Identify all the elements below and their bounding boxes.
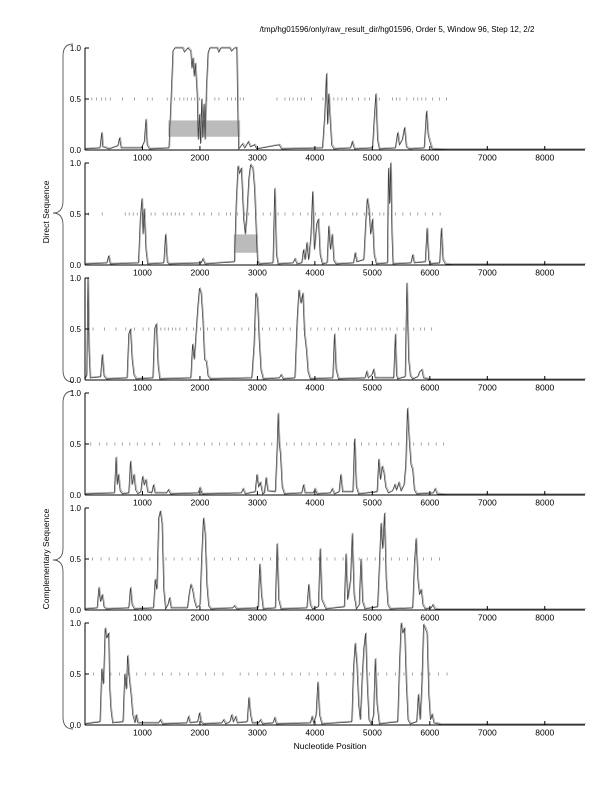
- x-tick-label: 4000: [305, 153, 324, 163]
- x-tick-label: 2000: [190, 383, 209, 393]
- x-tick-label: 1000: [133, 728, 152, 738]
- chart-title: /tmp/hg01596/only/raw_result_dir/hg01596…: [259, 25, 535, 34]
- x-tick-label: 8000: [535, 613, 554, 623]
- y-tick-label: 0.5: [70, 670, 82, 679]
- x-tick-label: 3000: [248, 383, 267, 393]
- x-tick-label: 4000: [305, 498, 324, 508]
- x-tick-label: 6000: [420, 268, 439, 278]
- brace-complementary: [52, 390, 74, 730]
- highlight-region-direct-2: [233, 234, 258, 253]
- y-tick-label: 0.0: [70, 721, 82, 730]
- signal-trace-shadow-complementary-2: [85, 510, 586, 610]
- x-tick-label: 4000: [305, 383, 324, 393]
- x-tick-label: 5000: [363, 268, 382, 278]
- x-tick-label: 8000: [535, 268, 554, 278]
- y-tick-label: 1.0: [70, 44, 82, 53]
- x-tick-label: 2000: [190, 613, 209, 623]
- y-tick-label: 0.5: [70, 95, 82, 104]
- x-tick-label: 7000: [478, 268, 497, 278]
- x-tick-label: 3000: [248, 153, 267, 163]
- y-tick-label: 1.0: [70, 504, 82, 513]
- x-tick-label: 3000: [248, 268, 267, 278]
- y-tick-label: 0.5: [70, 555, 82, 564]
- y-tick-label: 0.0: [70, 146, 82, 155]
- x-tick-label: 3000: [248, 613, 267, 623]
- signal-trace-direct-1: [84, 47, 585, 151]
- x-tick-label: 1000: [133, 498, 152, 508]
- x-tick-label: 1000: [133, 153, 152, 163]
- y-tick-label: 0.5: [70, 325, 82, 334]
- y-tick-label: 0.0: [70, 606, 82, 615]
- x-tick-label: 6000: [420, 613, 439, 623]
- y-tick-label: 0.0: [70, 376, 82, 385]
- y-tick-label: 0.5: [70, 210, 82, 219]
- x-tick-label: 2000: [190, 268, 209, 278]
- x-tick-label: 1000: [133, 383, 152, 393]
- x-tick-label: 7000: [478, 728, 497, 738]
- x-tick-label: 1000: [133, 268, 152, 278]
- x-tick-label: 4000: [305, 728, 324, 738]
- y-group-label-complementary: Complementary Sequence: [41, 508, 51, 610]
- signal-trace-shadow-complementary-1: [85, 407, 586, 494]
- y-tick-label: 0.5: [70, 440, 82, 449]
- signal-trace-direct-3: [84, 277, 585, 380]
- x-tick-label: 4000: [305, 268, 324, 278]
- group-panels: 0.0 0.5 1.0 1000 2000 3000 4000 5000 6000 7000 800…: [70, 44, 586, 738]
- x-tick-label: 6000: [420, 728, 439, 738]
- x-tick-label: 6000: [420, 383, 439, 393]
- x-tick-label: 4000: [305, 613, 324, 623]
- x-tick-label: 8000: [535, 383, 554, 393]
- x-tick-label: 7000: [478, 613, 497, 623]
- x-tick-label: 8000: [535, 498, 554, 508]
- signal-trace-complementary-2: [84, 511, 585, 611]
- y-tick-label: 0.0: [70, 261, 82, 270]
- signal-trace-shadow-direct-3: [85, 277, 586, 379]
- y-tick-label: 1.0: [70, 389, 82, 398]
- x-tick-label: 7000: [478, 383, 497, 393]
- y-group-label-direct: Direct Sequence: [41, 180, 51, 244]
- x-tick-label: 8000: [535, 153, 554, 163]
- signal-trace-shadow-direct-1: [85, 46, 586, 150]
- x-tick-label: 5000: [363, 153, 382, 163]
- x-axis-label: Nucleotide Position: [293, 741, 367, 751]
- signal-trace-direct-2: [84, 162, 585, 265]
- signal-trace-shadow-complementary-3: [85, 622, 586, 725]
- x-tick-label: 2000: [190, 728, 209, 738]
- x-tick-label: 5000: [363, 613, 382, 623]
- x-tick-label: 1000: [133, 613, 152, 623]
- y-tick-label: 0.0: [70, 491, 82, 500]
- x-tick-label: 7000: [478, 153, 497, 163]
- x-tick-label: 2000: [190, 498, 209, 508]
- x-tick-label: 5000: [363, 728, 382, 738]
- x-tick-label: 6000: [420, 498, 439, 508]
- x-tick-label: 8000: [535, 728, 554, 738]
- group-braces: [52, 43, 74, 730]
- signal-trace-complementary-3: [84, 622, 585, 726]
- x-tick-label: 5000: [363, 383, 382, 393]
- x-tick-label: 6000: [420, 153, 439, 163]
- y-tick-label: 1.0: [70, 619, 82, 628]
- signal-trace-shadow-direct-2: [85, 162, 586, 264]
- x-tick-label: 2000: [190, 153, 209, 163]
- signal-trace-complementary-1: [84, 408, 585, 495]
- x-tick-label: 3000: [248, 498, 267, 508]
- x-tick-label: 7000: [478, 498, 497, 508]
- x-tick-label: 3000: [248, 728, 267, 738]
- brace-direct: [52, 43, 74, 383]
- y-tick-label: 1.0: [70, 159, 82, 168]
- x-tick-label: 5000: [363, 498, 382, 508]
- y-tick-label: 1.0: [70, 274, 82, 283]
